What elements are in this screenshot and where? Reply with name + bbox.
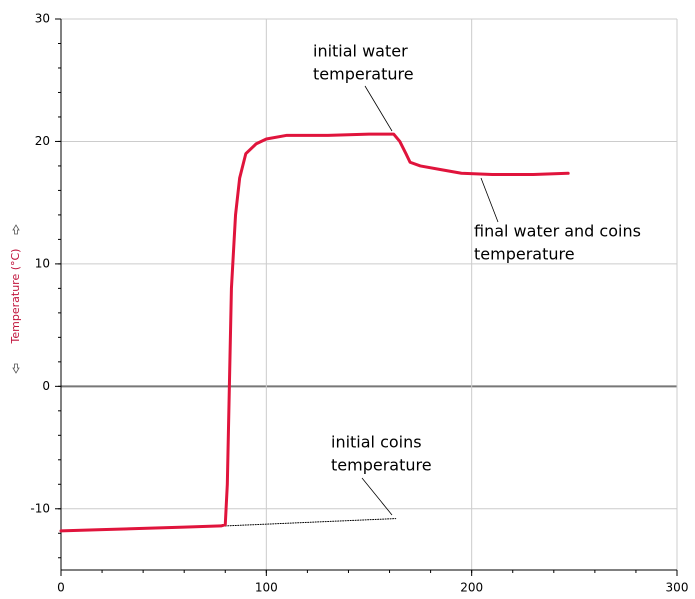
- x-tick-label: 0: [57, 581, 65, 595]
- x-tick-label: 300: [666, 581, 689, 595]
- y-tick-label: 0: [42, 379, 50, 393]
- y-tick-label: 20: [35, 134, 50, 148]
- scroll-up-icon: [12, 224, 20, 235]
- annotation-leader: [364, 85, 393, 132]
- annotation: temperature: [474, 245, 575, 264]
- annotation: initial coins: [331, 433, 422, 452]
- line-series: [59, 132, 570, 533]
- annotation: initial water: [313, 42, 408, 61]
- x-tick-label: 100: [255, 581, 278, 595]
- annotation: final water and coins: [474, 222, 641, 241]
- annotation: temperature: [313, 65, 414, 84]
- annotation: temperature: [331, 456, 432, 475]
- y-tick-label: -10: [30, 501, 50, 515]
- line-series: [224, 518, 397, 527]
- annotation-leader: [361, 477, 393, 516]
- y-tick-label: 10: [35, 256, 50, 270]
- annotation-leader: [480, 177, 499, 223]
- scroll-down-icon: [12, 363, 20, 374]
- y-tick-label: 30: [35, 12, 50, 26]
- x-tick-label: 200: [460, 581, 483, 595]
- y-axis-label: Temperature (°C): [9, 249, 22, 345]
